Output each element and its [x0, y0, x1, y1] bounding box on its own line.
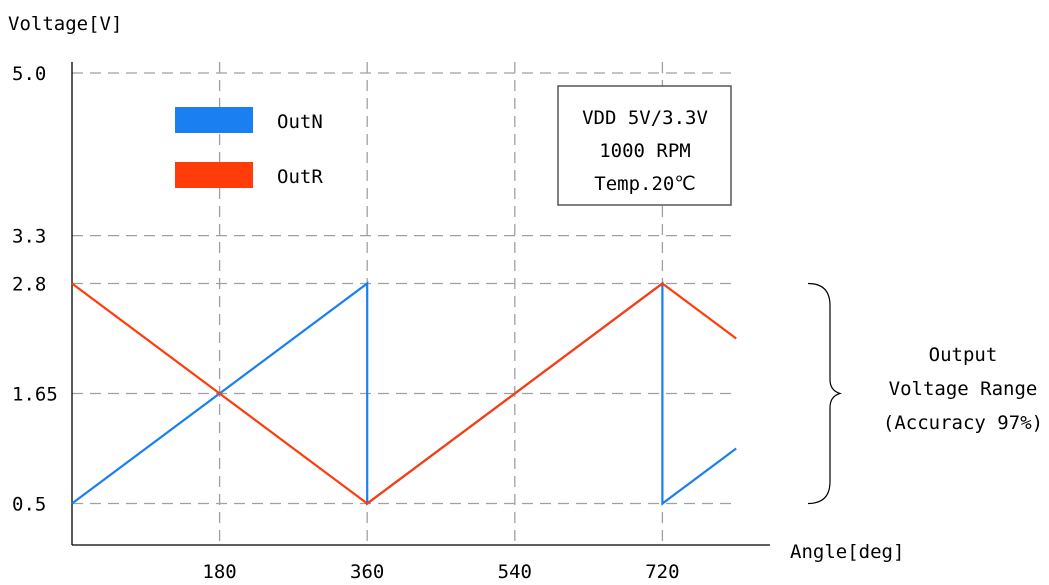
legend: OutN OutR: [175, 107, 323, 188]
legend-swatch-outr: [175, 162, 253, 188]
x-tick-label: 540: [498, 561, 532, 583]
y-axis-title: Voltage[V]: [8, 13, 122, 35]
legend-label-outr: OutR: [277, 166, 323, 188]
y-tick-label: 5.0: [12, 63, 46, 85]
range-line-3: (Accuracy 97%): [883, 412, 1043, 434]
legend-swatch-outn: [175, 107, 253, 133]
condition-temp: Temp.20℃: [594, 173, 695, 195]
legend-label-outn: OutN: [277, 111, 323, 133]
x-axis-title: Angle[deg]: [790, 541, 904, 563]
range-line-1: Output: [929, 344, 998, 366]
range-line-2: Voltage Range: [889, 378, 1038, 400]
range-brace: [807, 282, 843, 505]
y-tick-label: 2.8: [12, 273, 46, 295]
condition-rpm: 1000 RPM: [599, 140, 691, 162]
series-lines: [71, 281, 737, 506]
series-line-outr: [71, 282, 737, 505]
y-tick-label: 1.65: [12, 383, 58, 405]
voltage-range-annotation: Output Voltage Range (Accuracy 97%): [807, 282, 1043, 505]
y-tick-label: 0.5: [12, 494, 46, 516]
x-tick-label: 720: [645, 561, 679, 583]
x-tick-label: 360: [350, 561, 384, 583]
y-tick-label: 3.3: [12, 226, 46, 248]
condition-vdd: VDD 5V/3.3V: [582, 107, 708, 129]
conditions-box: VDD 5V/3.3V 1000 RPM Temp.20℃: [557, 85, 732, 206]
x-tick-label: 180: [202, 561, 236, 583]
tick-labels: 5.0 3.3 2.8 1.65 0.5 180 360 540 720: [12, 63, 680, 583]
